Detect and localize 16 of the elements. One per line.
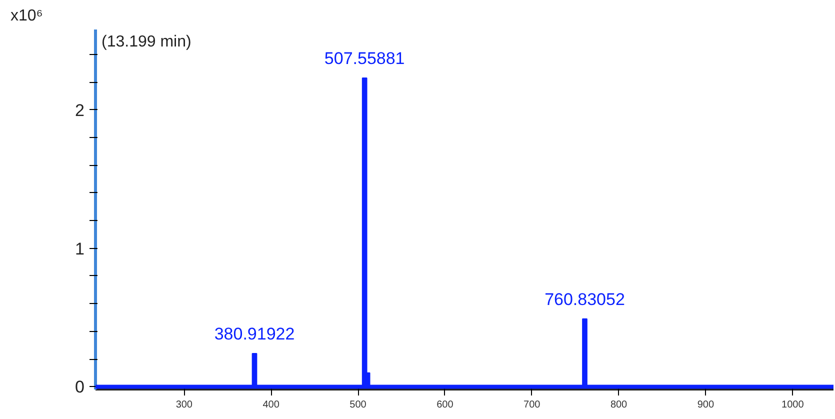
x-tick-label: 1000	[782, 400, 804, 410]
x-tick-label: 500	[350, 400, 367, 410]
annotation: 760.83052	[544, 290, 625, 309]
y-axis-title: x10⁶	[10, 8, 43, 24]
annotation: 380.91922	[214, 324, 295, 344]
x-tick-label: 800	[610, 400, 628, 410]
x-tick-label: 400	[262, 400, 280, 410]
y-tick-label: 2	[75, 100, 85, 120]
annotation: 507.55881	[324, 48, 405, 68]
chart-title: (13.199 min)	[102, 34, 192, 50]
x-tick-label: 300	[176, 400, 193, 410]
x-tick-label: 600	[436, 400, 454, 410]
y-tick-label: 0	[75, 378, 85, 397]
y-tick-label: 1	[75, 239, 85, 258]
x-tick-label: 700	[524, 400, 541, 410]
x-tick-label: 900	[697, 400, 714, 410]
